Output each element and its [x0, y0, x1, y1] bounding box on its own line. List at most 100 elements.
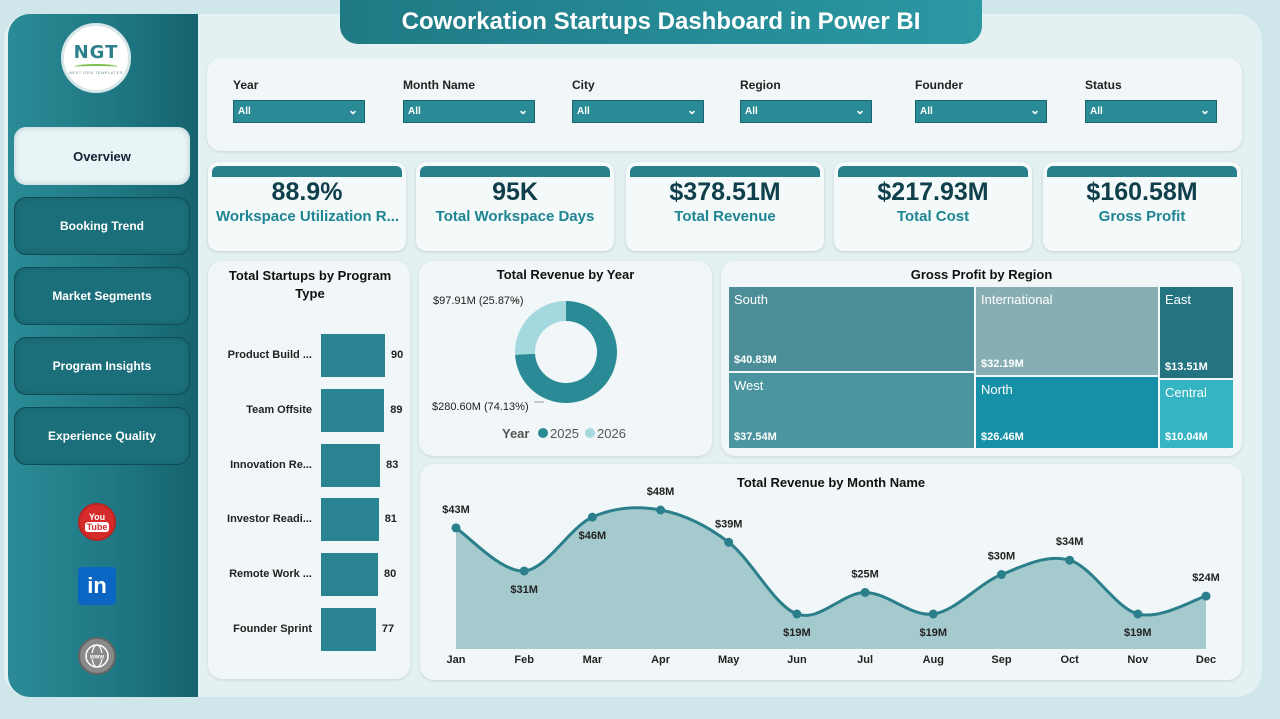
filter-status-label: Status: [1085, 78, 1122, 92]
data-point[interactable]: [587, 512, 597, 522]
legend-dot-2025: [538, 428, 548, 438]
bar[interactable]: [321, 608, 376, 651]
x-tick-label: Dec: [1196, 654, 1216, 666]
kpi-value: 88.9%: [271, 178, 343, 206]
revenue-month-area-chart: $43M Jan $31M Feb $46M Mar $48M Apr $39M May $19M J…: [442, 486, 1220, 666]
legend-label-2025: 2025: [550, 426, 579, 441]
logo-swoosh-icon: [74, 63, 118, 70]
bar-value-label: 77: [381, 623, 395, 635]
treemap-label: International: [981, 292, 1053, 307]
data-point[interactable]: [996, 570, 1006, 580]
treemap-value: $32.19M: [981, 358, 1024, 370]
filter-region-value: All: [745, 106, 758, 117]
x-tick-label: Jan: [447, 654, 466, 666]
treemap-cell-north[interactable]: North $26.46M: [976, 377, 1158, 448]
filter-founder-dropdown[interactable]: All ⌄: [915, 100, 1047, 123]
data-label: $25M: [851, 568, 879, 580]
ngt-logo: NGT NEXT GEN TEMPLATES: [61, 23, 131, 93]
data-point[interactable]: [860, 587, 870, 597]
filter-founder: Founder All ⌄: [915, 78, 1047, 123]
treemap-cell-east[interactable]: East $13.51M: [1160, 287, 1233, 378]
bar[interactable]: [321, 334, 385, 377]
bar[interactable]: [321, 553, 378, 597]
data-point[interactable]: [1201, 591, 1211, 601]
revenue-year-chart-title: Total Revenue by Year: [496, 267, 635, 282]
kpi-card-total-cost: $217.93M Total Cost: [834, 162, 1032, 251]
kpi-band: [630, 166, 820, 177]
data-point[interactable]: [1065, 555, 1075, 565]
treemap-cell-international[interactable]: International $32.19M: [976, 287, 1158, 375]
kpi-band: [838, 166, 1028, 177]
kpi-card-gross-profit: $160.58M Gross Profit: [1043, 162, 1241, 251]
filter-month-dropdown[interactable]: All ⌄: [403, 100, 535, 123]
treemap-cell-south[interactable]: South $40.83M: [729, 287, 974, 371]
bar-category-label: Innovation Re...: [230, 458, 312, 471]
nav-overview-button[interactable]: Overview: [14, 127, 190, 185]
page-title: Coworkation Startups Dashboard in Power …: [340, 0, 982, 44]
x-tick-label: Jul: [857, 654, 873, 666]
filter-founder-label: Founder: [915, 78, 963, 92]
x-tick-label: May: [718, 654, 740, 666]
kpi-band: [1047, 166, 1237, 177]
data-point[interactable]: [928, 609, 938, 619]
x-tick-label: Oct: [1060, 654, 1079, 666]
filter-year-value: All: [238, 106, 251, 117]
chevron-down-icon: ⌄: [517, 103, 528, 117]
bar[interactable]: [321, 388, 385, 432]
kpi-card-utilization: 88.9% Workspace Utilization R...: [208, 162, 406, 251]
nav-market-segments-button[interactable]: Market Segments: [14, 267, 190, 325]
bar-category-label: Team Offsite: [246, 403, 312, 416]
data-label: $30M: [988, 551, 1016, 563]
youtube-icon[interactable]: You Tube: [78, 503, 116, 541]
kpi-label: Workspace Utilization R...: [216, 208, 400, 225]
x-tick-label: Feb: [514, 654, 534, 666]
website-globe-icon[interactable]: www: [78, 637, 116, 675]
filter-year: Year All ⌄: [233, 78, 365, 123]
legend-label-2026: 2026: [597, 426, 626, 441]
data-point[interactable]: [1133, 609, 1143, 619]
treemap-value: $40.83M: [734, 354, 777, 366]
chevron-down-icon: ⌄: [347, 103, 358, 117]
linkedin-icon[interactable]: in: [78, 567, 116, 605]
linkedin-icon-text: in: [87, 573, 107, 598]
filter-status-dropdown[interactable]: All ⌄: [1085, 100, 1217, 123]
logo-subtitle: NEXT GEN TEMPLATES: [69, 69, 123, 75]
treemap-value: $13.51M: [1165, 361, 1208, 373]
treemap-cell-west[interactable]: West $37.54M: [729, 373, 974, 448]
bar[interactable]: [321, 443, 381, 487]
data-point[interactable]: [451, 523, 461, 533]
bar-value-label: 81: [384, 513, 397, 526]
filter-region-dropdown[interactable]: All ⌄: [740, 100, 872, 123]
nav-experience-quality-button[interactable]: Experience Quality: [14, 407, 190, 465]
x-tick-label: Jun: [787, 654, 807, 666]
data-label: $24M: [1192, 572, 1220, 584]
program-type-chart-title: Total Startups by Program Type: [228, 268, 392, 301]
filter-city-dropdown[interactable]: All ⌄: [572, 100, 704, 123]
data-point[interactable]: [724, 537, 734, 547]
nav-program-insights-button[interactable]: Program Insights: [14, 337, 190, 395]
filter-founder-value: All: [920, 106, 933, 117]
filter-region-label: Region: [740, 78, 781, 92]
filter-panel: [207, 58, 1242, 151]
bar-category-label: Founder Sprint: [233, 623, 312, 635]
data-label: $46M: [579, 530, 607, 542]
filter-year-dropdown[interactable]: All ⌄: [233, 100, 365, 123]
kpi-value: 95K: [492, 178, 538, 206]
treemap-label: South: [734, 292, 768, 307]
treemap-cell-central[interactable]: Central $10.04M: [1160, 380, 1233, 448]
data-label: $48M: [647, 486, 675, 498]
data-point[interactable]: [792, 609, 802, 619]
chevron-down-icon: ⌄: [854, 103, 865, 117]
bar[interactable]: [321, 498, 379, 542]
x-tick-label: Sep: [991, 654, 1011, 666]
nav-booking-trend-button[interactable]: Booking Trend: [14, 197, 190, 255]
bar-category-label: Product Build ...: [227, 349, 312, 361]
data-point[interactable]: [519, 566, 529, 576]
data-point[interactable]: [656, 505, 666, 515]
region-treemap-title: Gross Profit by Region: [910, 267, 1053, 282]
donut-slice-2025[interactable]: [515, 301, 617, 403]
youtube-icon-text-top: You: [88, 512, 106, 522]
donut-slice-2026[interactable]: [515, 301, 566, 355]
bar-category-label: Investor Readi...: [227, 513, 312, 526]
filter-year-label: Year: [233, 78, 259, 92]
